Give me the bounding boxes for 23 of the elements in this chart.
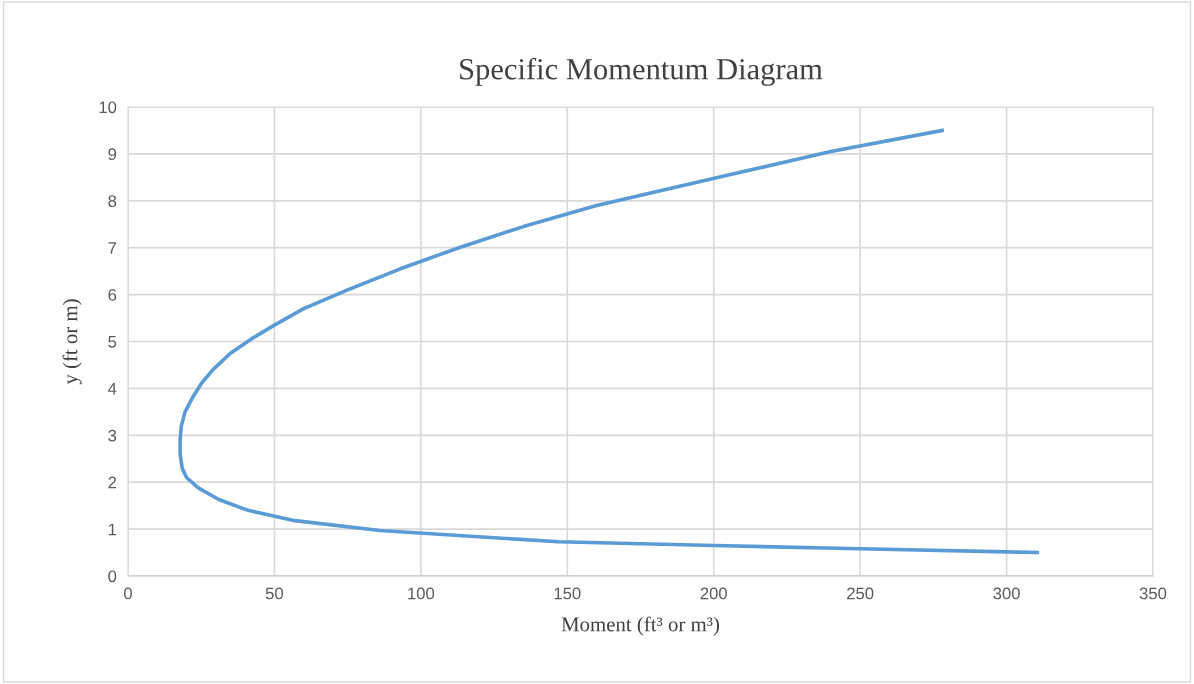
y-tick-label: 2 — [108, 476, 117, 489]
y-tick-label: 10 — [99, 101, 117, 114]
chart-title: Specific Momentum Diagram — [460, 57, 823, 86]
x-tick-label: 100 — [408, 587, 435, 600]
y-tick-label: 1 — [108, 523, 117, 536]
y-tick-label: 8 — [108, 195, 117, 207]
y-tick-label: 9 — [108, 148, 117, 161]
x-axis-title: Moment (ft³ or m³) — [561, 616, 720, 636]
y-tick-label: 0 — [108, 570, 117, 583]
y-tick-label: 3 — [108, 429, 117, 442]
x-tick-label: 50 — [265, 587, 284, 600]
x-tick-label: 0 — [124, 587, 132, 600]
y-tick-label: 7 — [108, 242, 117, 254]
x-tick-label: 200 — [700, 587, 727, 600]
x-tick-label: 250 — [847, 587, 874, 600]
y-tick-label: 4 — [108, 382, 117, 395]
line-series — [178, 128, 1040, 555]
x-tick-label: 300 — [993, 587, 1020, 600]
y-tick-label: 5 — [108, 336, 117, 348]
y-tick-label: 6 — [108, 289, 117, 301]
x-tick-label: 350 — [1139, 587, 1167, 600]
y-axis-title: y (ft or m) — [62, 299, 82, 385]
x-tick-label: 150 — [554, 587, 581, 600]
